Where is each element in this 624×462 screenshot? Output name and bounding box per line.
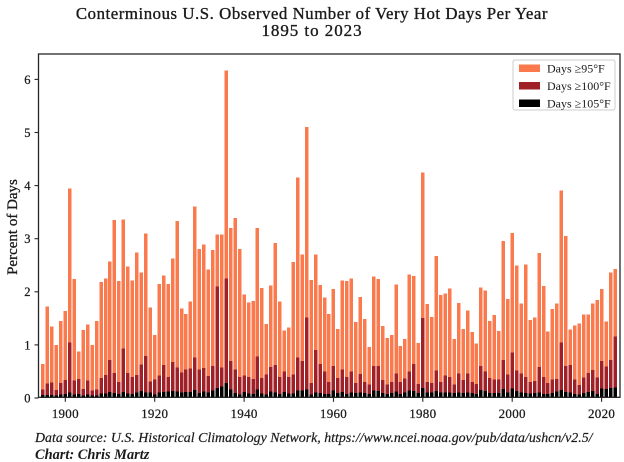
svg-text:Data source: U.S. Historical C: Data source: U.S. Historical Climatology… bbox=[34, 431, 594, 446]
svg-text:Days ≥100°F: Days ≥100°F bbox=[547, 79, 611, 93]
svg-text:1895 to 2023: 1895 to 2023 bbox=[261, 21, 362, 40]
svg-text:1920: 1920 bbox=[141, 406, 168, 421]
svg-text:Chart: Chris Martz: Chart: Chris Martz bbox=[35, 447, 150, 462]
svg-text:1: 1 bbox=[24, 338, 30, 352]
svg-text:5: 5 bbox=[24, 126, 30, 140]
svg-text:4: 4 bbox=[24, 179, 31, 193]
svg-text:2: 2 bbox=[24, 285, 30, 299]
svg-text:1960: 1960 bbox=[320, 406, 347, 421]
svg-text:2000: 2000 bbox=[499, 406, 526, 421]
svg-text:0: 0 bbox=[24, 391, 30, 405]
svg-text:1940: 1940 bbox=[230, 406, 257, 421]
svg-text:3: 3 bbox=[24, 232, 30, 246]
svg-text:6: 6 bbox=[24, 73, 30, 87]
svg-text:1980: 1980 bbox=[409, 406, 436, 421]
svg-text:1900: 1900 bbox=[52, 406, 79, 421]
svg-text:2020: 2020 bbox=[588, 406, 615, 421]
svg-text:Days ≥105°F: Days ≥105°F bbox=[547, 97, 611, 111]
svg-text:Percent of Days: Percent of Days bbox=[5, 179, 21, 275]
svg-text:Conterminous U.S. Observed Num: Conterminous U.S. Observed Number of Ver… bbox=[76, 4, 548, 23]
svg-text:Days ≥95°F: Days ≥95°F bbox=[547, 62, 605, 76]
